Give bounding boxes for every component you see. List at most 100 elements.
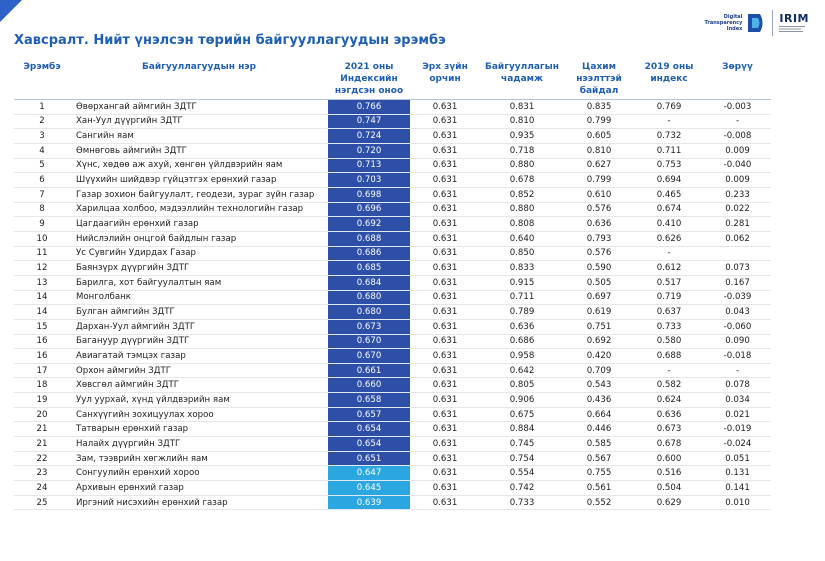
table-row: 16 Багануур дүүргийн ЗДТГ 0.670 0.631 0.686 0… [14,334,771,350]
ranking-table: Эрэмбэ Байгууллагуудын нэр 2021 оны Инде… [14,58,771,511]
index-2019-cell: 0.769 [634,99,704,115]
digital-status-cell: 0.793 [564,231,634,247]
name-cell: Цагдаагийн ерөнхий газар [70,216,328,232]
digital-status-cell: 0.543 [564,377,634,394]
index-2021-cell: 0.747 [328,114,410,130]
rank-cell: 24 [14,480,70,496]
table-row: 8 Харилцаа холбоо, мэдээллийн технологийн… [14,202,771,218]
change-cell: 0.090 [704,334,771,350]
digital-status-cell: 0.590 [564,260,634,276]
header-org-capacity: Байгууллагын чадамж [480,58,564,100]
name-cell: Уул уурхай, хүнд үйлдвэрийн яам [70,392,328,408]
name-cell: Хүнс, хөдөө аж ахуй, хөнгөн үйлдвэрийн я… [70,158,328,174]
index-2021-cell: 0.660 [328,377,410,394]
rank-cell: 19 [14,392,70,408]
table-row: 10 Нийслэлийн онцгой байдлын газар 0.688 0.… [14,231,771,247]
legal-env-cell: 0.631 [410,421,480,438]
org-capacity-cell: 0.554 [480,465,564,482]
index-2019-cell: 0.753 [634,158,704,174]
name-cell: Санхүүгийн зохицуулах хороо [70,407,328,423]
change-cell: 0.167 [704,275,771,291]
change-cell: 0.010 [704,495,771,511]
change-cell: 0.281 [704,216,771,232]
rank-cell: 2 [14,114,70,130]
org-capacity-cell: 0.831 [480,99,564,115]
header-index-2021: 2021 оны Индексийн нэгдсэн оноо [328,58,410,100]
rank-cell: 23 [14,465,70,482]
legal-env-cell: 0.631 [410,319,480,335]
legal-env-cell: 0.631 [410,275,480,291]
change-cell: 0.009 [704,172,771,188]
dti-line: Index [726,26,743,32]
org-capacity-cell: 0.833 [480,260,564,276]
digital-status-cell: 0.709 [564,363,634,379]
change-cell: -0.008 [704,128,771,144]
name-cell: Баянзүрх дүүргийн ЗДТГ [70,260,328,276]
index-2019-cell: 0.600 [634,451,704,467]
index-2019-cell: 0.629 [634,495,704,511]
name-cell: Газар зохион байгуулалт, геодези, зураг … [70,187,328,203]
index-2019-cell: 0.678 [634,436,704,452]
digital-status-cell: 0.561 [564,480,634,496]
index-2021-cell: 0.680 [328,290,410,306]
org-capacity-cell: 0.742 [480,480,564,496]
index-2021-cell: 0.684 [328,275,410,291]
index-2019-cell: 0.711 [634,143,704,159]
legal-env-cell: 0.631 [410,392,480,408]
index-2019-cell: 0.694 [634,172,704,188]
digital-status-cell: 0.436 [564,392,634,408]
change-cell: 0.021 [704,407,771,423]
name-cell: Орхон аймгийн ЗДТГ [70,363,328,379]
digital-status-cell: 0.692 [564,334,634,350]
digital-status-cell: 0.799 [564,114,634,130]
index-2019-cell: 0.582 [634,377,704,394]
digital-status-cell: 0.605 [564,128,634,144]
name-cell: Авиагатай тэмцэх газар [70,348,328,364]
name-cell: Сонгуулийн ерөнхий хороо [70,465,328,482]
table-row: 23 Сонгуулийн ерөнхий хороо 0.647 0.631 0.55… [14,465,771,482]
index-2021-cell: 0.645 [328,480,410,496]
legal-env-cell: 0.631 [410,480,480,496]
change-cell: 0.233 [704,187,771,203]
rank-cell: 15 [14,319,70,335]
org-capacity-cell: 0.906 [480,392,564,408]
name-cell: Монголбанк [70,290,328,306]
name-cell: Булган аймгийн ЗДТГ [70,304,328,320]
table-row: 14 Монголбанк 0.680 0.631 0.711 0.697 0.719 -0.… [14,290,771,306]
rank-cell: 7 [14,187,70,203]
name-cell: Хан-Уул дүүргийн ЗДТГ [70,114,328,130]
table-row: 21 Татварын ерөнхий газар 0.654 0.631 0.884 0… [14,421,771,438]
header-legal-env: Эрх зүйн орчин [410,58,480,100]
change-cell: - [704,114,771,130]
index-2019-cell: 0.580 [634,334,704,350]
digital-status-cell: 0.585 [564,436,634,452]
table-row: 18 Хөвсгөл аймгийн ЗДТГ 0.660 0.631 0.805 0.5… [14,377,771,394]
index-2019-cell: - [634,246,704,262]
change-cell: 0.043 [704,304,771,320]
header-rank: Эрэмбэ [14,58,70,100]
index-2019-cell: 0.612 [634,260,704,276]
change-cell: 0.131 [704,465,771,482]
change-cell: 0.073 [704,260,771,276]
change-cell: -0.040 [704,158,771,174]
legal-env-cell: 0.631 [410,451,480,467]
table-row: 6 Шүүхийн шийдвэр гүйцэтгэх ерөнхий газар… [14,172,771,188]
name-cell: Өвөрхангай аймгийн ЗДТГ [70,99,328,115]
table-row: 9 Цагдаагийн ерөнхий газар 0.692 0.631 0.808… [14,216,771,232]
name-cell: Хөвсгөл аймгийн ЗДТГ [70,377,328,394]
rank-cell: 17 [14,363,70,379]
logo-area: Digital Transparency Index IRIM [705,6,809,40]
dti-logo-text: Digital Transparency Index [705,14,743,32]
digital-status-cell: 0.576 [564,202,634,218]
table-row: 22 Зам, тээврийн хөгжлийн яам 0.651 0.631 0.… [14,451,771,467]
change-cell [704,246,771,262]
org-capacity-cell: 0.958 [480,348,564,364]
change-cell: -0.019 [704,421,771,438]
index-2021-cell: 0.713 [328,158,410,174]
corner-accent [0,0,22,22]
table-row: 16 Авиагатай тэмцэх газар 0.670 0.631 0.958 0… [14,348,771,364]
legal-env-cell: 0.631 [410,99,480,115]
header-name: Байгууллагуудын нэр [70,58,328,100]
index-2021-cell: 0.685 [328,260,410,276]
digital-status-cell: 0.799 [564,172,634,188]
